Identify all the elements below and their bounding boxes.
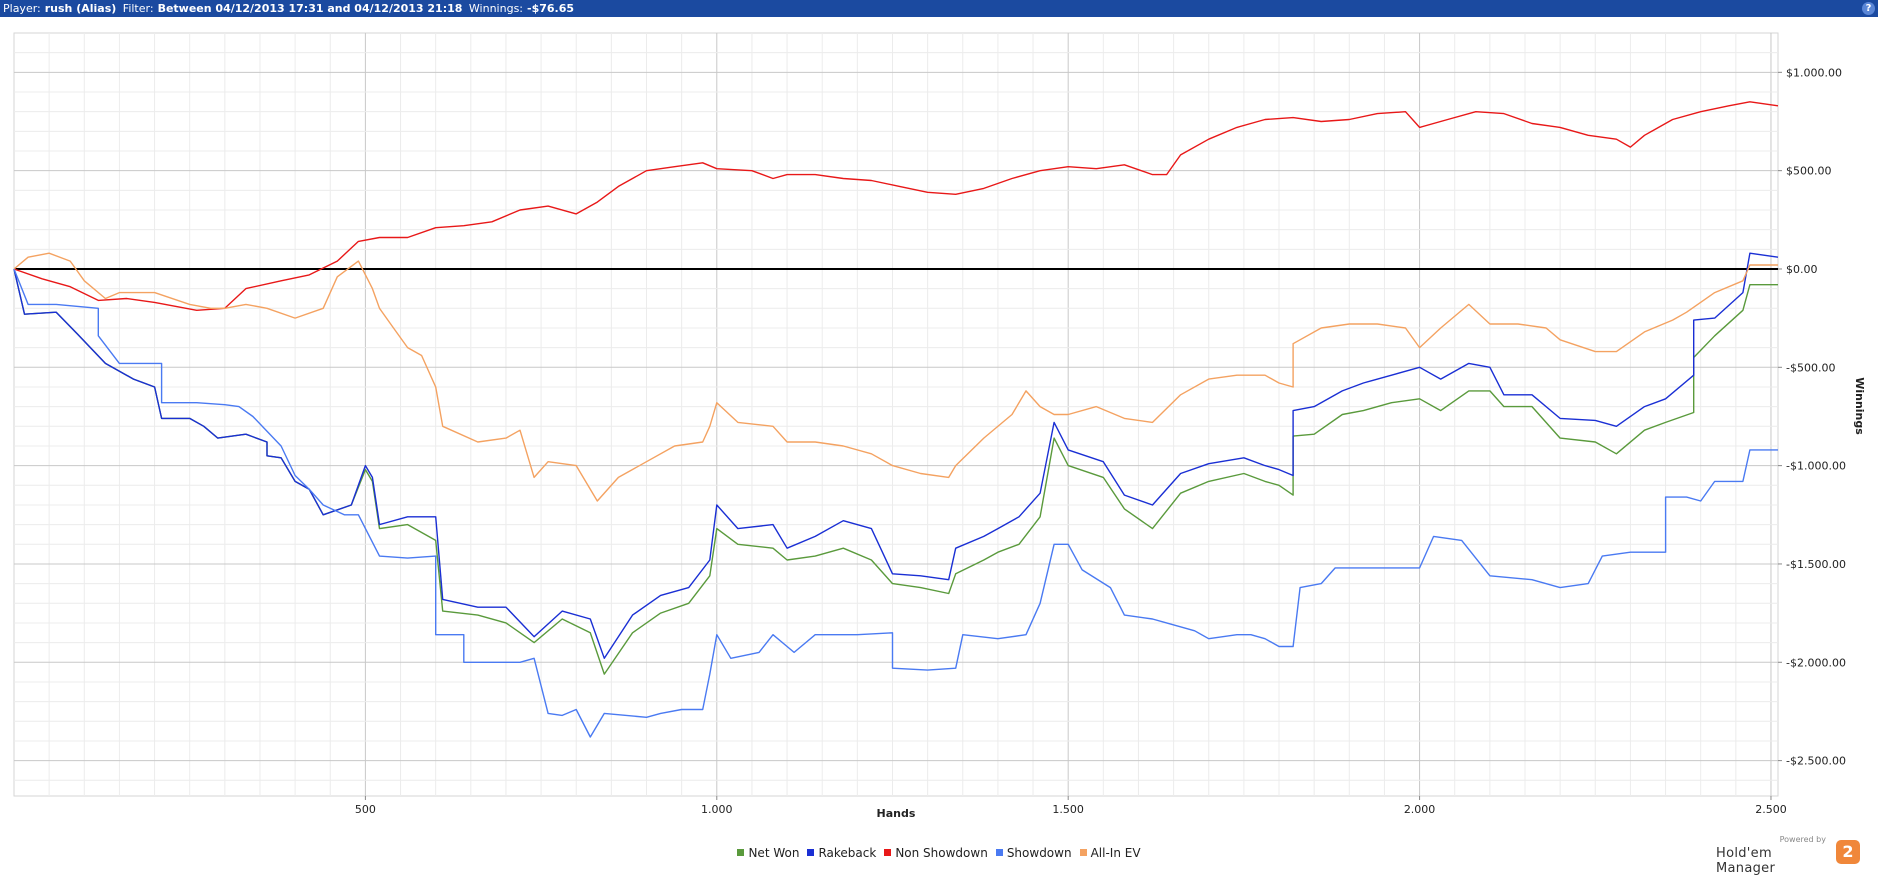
legend-item-rakeback[interactable]: Rakeback — [807, 846, 876, 860]
legend-item-non-showdown[interactable]: Non Showdown — [884, 846, 988, 860]
legend-item-all-in-ev[interactable]: All-In EV — [1080, 846, 1141, 860]
x-tick-label: 2.000 — [1404, 803, 1436, 816]
winnings-value: -$76.65 — [523, 0, 574, 17]
legend-label: All-In EV — [1091, 846, 1141, 860]
x-axis-label: Hands — [877, 807, 916, 820]
player-label: Player: — [0, 0, 41, 17]
legend-swatch-icon — [807, 849, 814, 856]
winnings-label: Winnings: — [466, 0, 523, 17]
x-axis-ticks: 500 1.000 1.500 2.000 2.500 — [355, 796, 1787, 816]
legend-label: Showdown — [1007, 846, 1072, 860]
branding: Powered by Hold'em Manager 2 — [1716, 835, 1866, 865]
legend-label: Net Won — [748, 846, 799, 860]
x-tick-label: 1.500 — [1052, 803, 1084, 816]
help-icon[interactable]: ? — [1862, 2, 1875, 15]
brand-logo-icon: 2 — [1836, 840, 1860, 864]
filter-value: Between 04/12/2013 17:31 and 04/12/2013 … — [154, 0, 463, 17]
x-tick-label: 2.500 — [1755, 803, 1787, 816]
y-tick-label: -$1.500.00 — [1786, 558, 1846, 571]
y-tick-label: -$2.500.00 — [1786, 755, 1846, 768]
legend-swatch-icon — [737, 849, 744, 856]
y-tick-label: -$2.000.00 — [1786, 656, 1846, 669]
legend-swatch-icon — [996, 849, 1003, 856]
legend-swatch-icon — [884, 849, 891, 856]
player-value: rush (Alias) — [41, 0, 117, 17]
y-tick-label: -$1.000.00 — [1786, 460, 1846, 473]
y-tick-label: -$500.00 — [1786, 361, 1835, 374]
filter-label: Filter: — [120, 0, 154, 17]
chart-legend: Net Won Rakeback Non Showdown Showdown All-I… — [0, 846, 1878, 864]
y-tick-label: $1.000.00 — [1786, 66, 1842, 79]
y-axis-ticks: $1.000.00 $500.00 $0.00 -$500.00 -$1.000.00 -… — [1778, 66, 1846, 767]
legend-label: Non Showdown — [895, 846, 988, 860]
header-bar: Player:rush (Alias) Filter:Between 04/12… — [0, 0, 1878, 17]
legend-swatch-icon — [1080, 849, 1087, 856]
legend-item-showdown[interactable]: Showdown — [996, 846, 1072, 860]
y-tick-label: $500.00 — [1786, 165, 1832, 178]
brand-name: Hold'em Manager — [1716, 846, 1830, 876]
winnings-chart: $1.000.00 $500.00 $0.00 -$500.00 -$1.000.00 -… — [0, 17, 1878, 843]
y-axis-label: Winnings — [1853, 377, 1866, 435]
x-tick-label: 500 — [355, 803, 376, 816]
legend-label: Rakeback — [818, 846, 876, 860]
x-tick-label: 1.000 — [701, 803, 733, 816]
y-tick-label: $0.00 — [1786, 263, 1818, 276]
powered-by-text: Powered by — [1780, 835, 1826, 844]
legend-item-net-won[interactable]: Net Won — [737, 846, 799, 860]
